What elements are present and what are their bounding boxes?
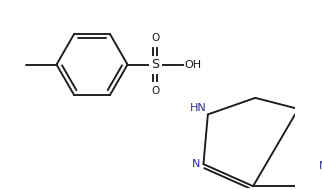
- Text: N: N: [192, 159, 201, 169]
- Text: O: O: [151, 33, 159, 43]
- Text: O: O: [151, 86, 159, 96]
- Text: HN: HN: [189, 103, 206, 113]
- Text: S: S: [151, 58, 159, 71]
- Text: NH: NH: [319, 161, 322, 171]
- Text: OH: OH: [185, 59, 202, 70]
